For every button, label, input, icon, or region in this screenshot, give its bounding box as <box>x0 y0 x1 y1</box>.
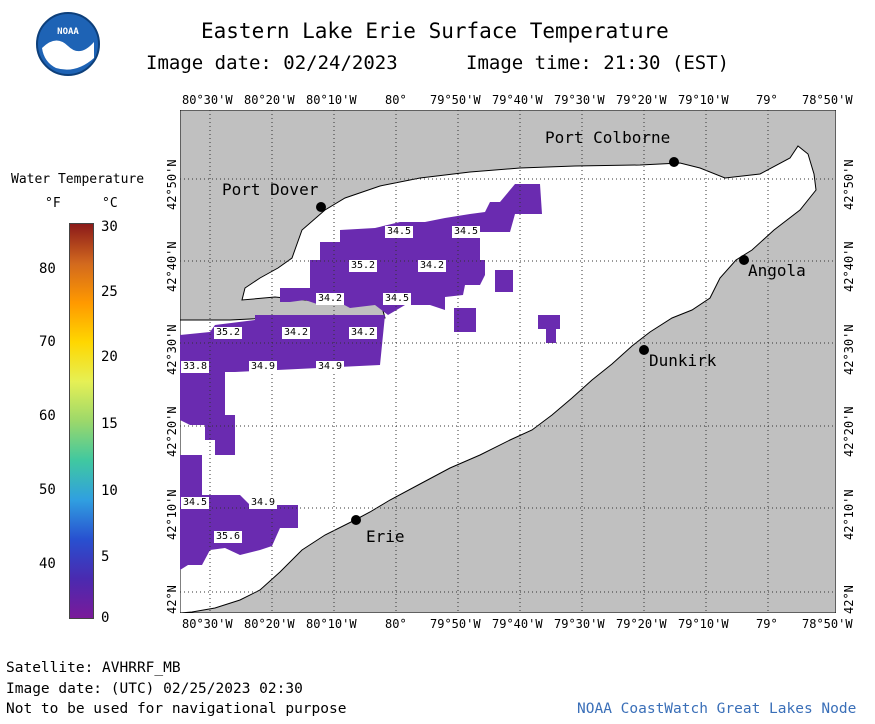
footer-image-date-utc: Image date: (UTC) 02/25/2023 02:30 <box>6 681 303 697</box>
lat-label: 42°50'N <box>842 159 856 210</box>
temperature-label: 34.5 <box>452 226 481 238</box>
city-marker-angola <box>739 255 749 265</box>
temperature-label: 34.2 <box>349 327 378 339</box>
lon-label: 79°10'W <box>678 93 729 107</box>
footer-disclaimer: Not to be used for navigational purpose <box>6 701 347 717</box>
lake-map <box>180 110 836 613</box>
legend-f-tick: 60 <box>39 408 56 424</box>
lon-label: 80°10'W <box>306 617 357 631</box>
lat-label: 42°N <box>842 585 856 614</box>
temperature-label: 34.5 <box>385 226 414 238</box>
legend-title: Water Temperature <box>11 172 145 187</box>
lon-label: 78°50'W <box>802 617 853 631</box>
lon-label: 80°20'W <box>244 617 295 631</box>
legend-f-tick: 80 <box>39 261 56 277</box>
temperature-label: 34.5 <box>383 293 412 305</box>
legend-c-tick: 10 <box>101 483 118 499</box>
legend-c-tick: 0 <box>101 610 110 626</box>
temperature-label: 34.2 <box>418 260 447 272</box>
image-date-label: Image date: 02/24/2023 <box>146 52 398 74</box>
lon-label: 79°20'W <box>616 93 667 107</box>
lon-label: 79°30'W <box>554 617 605 631</box>
lat-label: 42°40'N <box>842 241 856 292</box>
lon-label: 80°10'W <box>306 93 357 107</box>
city-marker-erie <box>351 515 361 525</box>
legend-color-bar <box>69 223 94 619</box>
image-time-label: Image time: 21:30 (EST) <box>466 52 730 74</box>
lon-label: 79° <box>756 617 778 631</box>
city-marker-dunkirk <box>639 345 649 355</box>
legend-c-tick: 15 <box>101 416 118 432</box>
lon-label: 79°40'W <box>492 617 543 631</box>
lat-label: 42°N <box>165 585 179 614</box>
temperature-label: 33.8 <box>181 361 210 373</box>
lon-label: 78°50'W <box>802 93 853 107</box>
city-marker-port-colborne <box>669 157 679 167</box>
footer-satellite: Satellite: AVHRRF_MB <box>6 660 181 676</box>
lon-label: 79° <box>756 93 778 107</box>
city-label-port-dover: Port Dover <box>222 180 319 199</box>
lon-label: 80°20'W <box>244 93 295 107</box>
legend-c-tick: 30 <box>101 219 118 235</box>
temperature-label: 34.9 <box>316 361 345 373</box>
legend-f-tick: 70 <box>39 334 56 350</box>
temperature-label: 34.2 <box>282 327 311 339</box>
lon-label: 79°40'W <box>492 93 543 107</box>
city-label-erie: Erie <box>366 527 405 546</box>
city-label-angola: Angola <box>748 261 806 280</box>
lat-label: 42°40'N <box>165 241 179 292</box>
lon-label: 79°10'W <box>678 617 729 631</box>
temperature-label: 34.9 <box>249 361 278 373</box>
city-label-dunkirk: Dunkirk <box>649 351 717 370</box>
page-title: Eastern Lake Erie Surface Temperature <box>201 19 669 43</box>
legend-c-tick: 5 <box>101 549 110 565</box>
logo-text: NOAA <box>57 27 79 37</box>
legend-c-tick: 20 <box>101 349 118 365</box>
lat-label: 42°50'N <box>165 159 179 210</box>
legend-c-header: °C <box>102 196 118 211</box>
lat-label: 42°10'N <box>165 489 179 540</box>
footer-credit: NOAA CoastWatch Great Lakes Node <box>577 701 857 717</box>
lat-label: 42°30'N <box>165 324 179 375</box>
lon-label: 80° <box>385 93 407 107</box>
temperature-label: 35.6 <box>214 531 243 543</box>
legend-f-tick: 40 <box>39 556 56 572</box>
lon-label: 80° <box>385 617 407 631</box>
legend-c-tick: 25 <box>101 284 118 300</box>
temperature-label: 35.2 <box>349 260 378 272</box>
noaa-logo: NOAA <box>36 12 100 76</box>
city-label-port-colborne: Port Colborne <box>545 128 671 147</box>
lon-label: 80°30'W <box>182 93 233 107</box>
temperature-label: 34.9 <box>249 497 278 509</box>
lon-label: 79°20'W <box>616 617 667 631</box>
lon-label: 79°50'W <box>430 93 481 107</box>
lat-label: 42°20'N <box>842 406 856 457</box>
lon-label: 80°30'W <box>182 617 233 631</box>
legend-f-header: °F <box>45 196 61 211</box>
temperature-label: 34.5 <box>181 497 210 509</box>
lat-lon-grid <box>180 110 836 613</box>
temperature-label: 35.2 <box>214 327 243 339</box>
city-marker-port-dover <box>316 202 326 212</box>
lat-label: 42°10'N <box>842 489 856 540</box>
lon-label: 79°50'W <box>430 617 481 631</box>
legend-f-tick: 50 <box>39 482 56 498</box>
lat-label: 42°30'N <box>842 324 856 375</box>
lon-label: 79°30'W <box>554 93 605 107</box>
temperature-label: 34.2 <box>316 293 345 305</box>
lat-label: 42°20'N <box>165 406 179 457</box>
